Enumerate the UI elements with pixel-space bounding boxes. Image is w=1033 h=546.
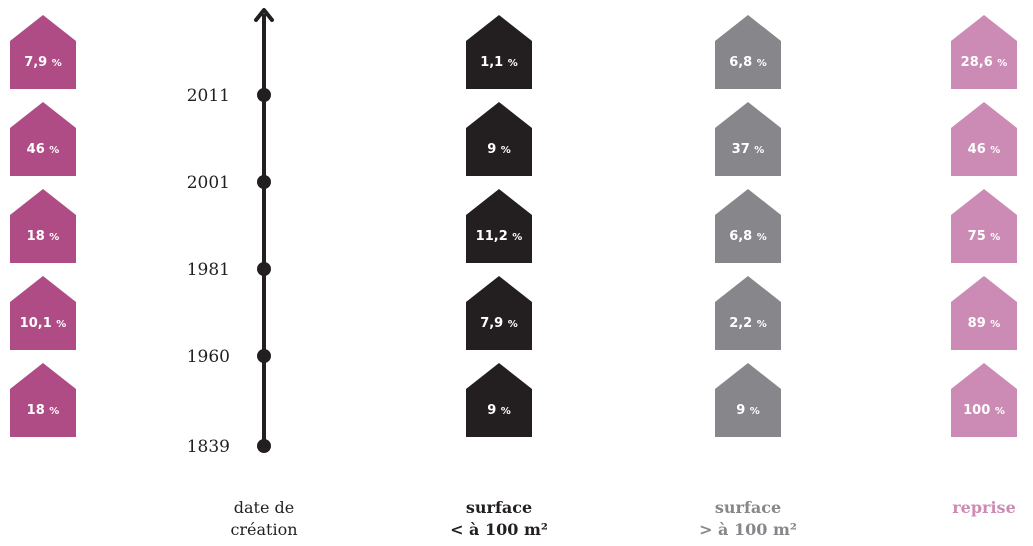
house-value: 46 % [968,142,1001,157]
house-value: 6,8 % [729,55,767,70]
house-column_1-1981: 18 % [10,189,76,263]
house-pictograms: 7,9 % 46 % 18 % 10,1 % 18 % 1,1 % 9 % 11,2 % 7,9… [10,15,1017,437]
year-label-2011: 2011 [187,86,230,106]
column-label-surface-large-line1: surface [714,498,782,517]
column-label-reprise-line1: reprise [952,498,1016,517]
house-shape [715,15,781,89]
house-value: 28,6 % [961,55,1008,70]
house-shape [951,363,1017,437]
house-value: 2,2 % [729,316,767,331]
year-marker-1839 [257,439,271,453]
house-value: 89 % [968,316,1001,331]
house-value: 9 % [487,403,511,418]
house-shape [10,102,76,176]
house-value: 7,9 % [480,316,518,331]
timeline-axis: 2011 2001 1981 1960 1839 [187,8,274,457]
house-column_3-2011: 6,8 % [715,15,781,89]
house-column_3-2001: 37 % [715,102,781,176]
house-shape [466,276,532,350]
house-value: 18 % [27,403,60,418]
year-label-1839: 1839 [187,437,230,457]
house-value: 9 % [736,403,760,418]
house-value: 11,2 % [476,229,523,244]
house-value: 7,9 % [24,55,62,70]
year-marker-2011 [257,88,271,102]
house-column_2-2001: 9 % [466,102,532,176]
house-shape [951,276,1017,350]
axis-arrowhead [254,8,274,22]
house-value: 18 % [27,229,60,244]
house-shape [715,363,781,437]
house-column_4-1981: 75 % [951,189,1017,263]
house-shape [715,102,781,176]
house-column_4-1839: 100 % [951,363,1017,437]
house-shape [466,189,532,263]
house-shape [10,15,76,89]
house-value: 10,1 % [20,316,67,331]
column-label-surface-small-line2: < à 100 m² [450,520,548,539]
axis-title-line2: création [230,520,298,539]
year-label-2001: 2001 [187,173,230,193]
axis-title-line1: date de [233,498,295,517]
house-shape [10,276,76,350]
house-column_1-1839: 18 % [10,363,76,437]
house-shape [466,102,532,176]
house-value: 100 % [963,403,1005,418]
column-label-surface-small-line1: surface [465,498,533,517]
house-shape [715,189,781,263]
year-label-1960: 1960 [187,347,230,367]
year-label-1981: 1981 [187,260,230,280]
house-value: 6,8 % [729,229,767,244]
year-marker-1960 [257,349,271,363]
house-shape [10,363,76,437]
column-label-surface-small: surface < à 100 m² [424,497,574,541]
house-value: 46 % [27,142,60,157]
house-shape [951,189,1017,263]
house-column_3-1981: 6,8 % [715,189,781,263]
year-marker-2001 [257,175,271,189]
axis-title: date de création [189,497,339,541]
house-column_1-2001: 46 % [10,102,76,176]
house-value: 37 % [732,142,765,157]
house-column_1-2011: 7,9 % [10,15,76,89]
house-shape [951,102,1017,176]
column-label-surface-large-line2: > à 100 m² [699,520,797,539]
house-value: 75 % [968,229,1001,244]
house-shape [10,189,76,263]
house-column_2-1960: 7,9 % [466,276,532,350]
column-label-surface-large: surface > à 100 m² [673,497,823,541]
house-shape [951,15,1017,89]
house-column_4-1960: 89 % [951,276,1017,350]
house-value: 9 % [487,142,511,157]
column-label-reprise: reprise [909,497,1033,519]
house-column_2-1839: 9 % [466,363,532,437]
house-column_3-1839: 9 % [715,363,781,437]
house-column_2-1981: 11,2 % [466,189,532,263]
house-column_3-1960: 2,2 % [715,276,781,350]
house-shape [466,15,532,89]
house-column_1-1960: 10,1 % [10,276,76,350]
house-shape [715,276,781,350]
house-column_4-2001: 46 % [951,102,1017,176]
house-column_2-2011: 1,1 % [466,15,532,89]
house-value: 1,1 % [480,55,518,70]
year-marker-1981 [257,262,271,276]
house-shape [466,363,532,437]
house-column_4-2011: 28,6 % [951,15,1017,89]
